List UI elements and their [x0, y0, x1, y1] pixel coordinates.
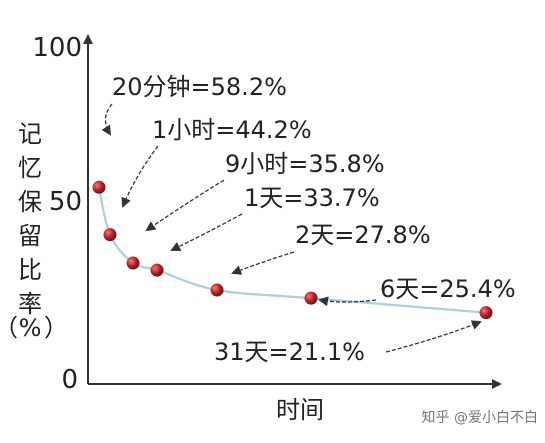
- y-axis-label-char-5: 率: [18, 290, 42, 318]
- annotation-arrow-3: [170, 213, 243, 252]
- data-label-2: 9小时=35.8%: [225, 150, 385, 178]
- annotation-arrow-4: [231, 251, 295, 275]
- data-point-1: [103, 228, 117, 242]
- data-point-0: [92, 180, 106, 194]
- annotation-arrow-0: [101, 103, 113, 136]
- y-axis-label-char-3: 留: [18, 222, 42, 250]
- y-axis-label-char-0: 记: [18, 120, 42, 148]
- y-axis-label-char-4: 比: [18, 256, 42, 284]
- y-axis-label-char-7: %: [19, 314, 42, 342]
- annotation-arrow-2: [145, 179, 225, 232]
- data-point-3: [150, 263, 164, 277]
- data-point-4: [210, 283, 224, 297]
- data-label-4: 2天=27.8%: [295, 221, 431, 249]
- y-axis-label-char-8: ）: [44, 314, 68, 342]
- annotation-arrow-6: [385, 320, 482, 353]
- y-axis-label-char-2: 保: [18, 188, 42, 216]
- x-axis-label: 时间: [276, 396, 324, 424]
- y-tick-label-0: 0: [61, 365, 78, 395]
- data-label-0: 20分钟=58.2%: [112, 73, 287, 101]
- data-label-1: 1小时=44.2%: [152, 116, 312, 144]
- data-label-3: 1天=33.7%: [244, 184, 380, 212]
- y-axis-label-char-1: 忆: [18, 154, 42, 182]
- annotation-arrow-5: [318, 296, 377, 307]
- y-tick-label-50: 50: [49, 187, 82, 217]
- data-point-6: [479, 306, 493, 320]
- y-axis-label-char-6: （: [0, 314, 18, 342]
- annotation-arrow-1: [121, 145, 159, 208]
- data-label-5: 6天=25.4%: [380, 275, 516, 303]
- y-tick-label-100: 100: [32, 33, 82, 63]
- data-point-5: [304, 291, 318, 305]
- watermark: 知乎 @爱小白不白: [422, 409, 538, 426]
- data-label-6: 31天=21.1%: [214, 338, 365, 366]
- data-point-2: [126, 256, 140, 270]
